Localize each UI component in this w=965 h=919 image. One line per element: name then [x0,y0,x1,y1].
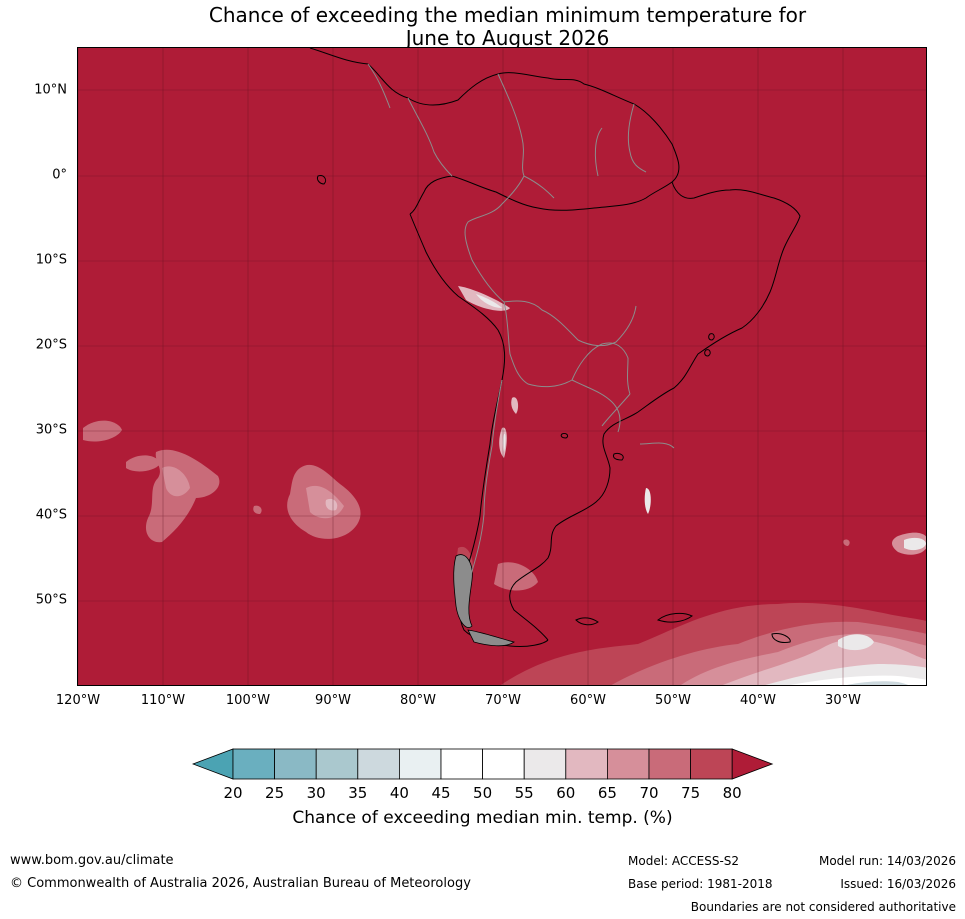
lon-label-90w: 90°W [315,693,351,708]
lon-label-30w: 30°W [825,693,861,708]
colorbar-tick: 75 [681,784,701,802]
colorbar-high-extension [731,748,774,780]
colorbar-tick: 20 [223,784,243,802]
colorbar-tick: 25 [265,784,285,802]
colorbar-label: Chance of exceeding median min. temp. (%… [292,808,673,828]
lat-label-10s: 10°S [35,252,67,268]
lat-label-40s: 40°S [35,507,67,523]
colorbar-tick: 70 [639,784,659,802]
model-text: Model: ACCESS-S2 [628,854,740,868]
colorbar-tick: 30 [306,784,326,802]
map-panel[interactable] [77,47,927,686]
base-period-text: Base period: 1981-2018 [628,877,773,891]
colorbar-low-extension [192,748,234,780]
colorbar-tick: 55 [514,784,534,802]
colorbar-segment [357,748,400,780]
colorbar-segment [648,748,691,780]
colorbar-tick: 60 [556,784,576,802]
colorbar-segment [315,748,359,780]
title-line-1: Chance of exceeding the median minimum t… [208,3,807,27]
colorbar-tick: 50 [473,784,493,802]
colorbar-segment [523,748,567,780]
colorbar-segment [232,748,275,780]
lat-label-20s: 20°S [35,337,67,353]
issued-text: Issued: 16/03/2026 [840,877,956,891]
title-line-2: June to August 2026 [405,26,610,50]
colorbar-segment [482,748,525,780]
lon-label-120w: 120°W [55,693,101,708]
map-background [78,48,926,685]
country-borders [367,63,675,579]
colorbar-segment [606,748,650,780]
patagonia-islands [453,554,515,647]
colorbar-tick: 65 [597,784,617,802]
map-title: Chance of exceeding the median minimum t… [0,4,965,50]
colorbar-segment [440,748,483,780]
lat-label-30s: 30°S [35,422,67,438]
lon-label-70w: 70°W [485,693,521,708]
colorbar-tick: 40 [389,784,409,802]
colorbar-segment [398,748,442,780]
colorbar-tick: 35 [348,784,368,802]
lon-label-40w: 40°W [740,693,776,708]
disclaimer-text: Boundaries are not considered authoritat… [690,900,956,914]
lon-label-110w: 110°W [140,693,186,708]
colorbar-tick: 80 [722,784,742,802]
lat-label-50s: 50°S [35,592,67,608]
lon-label-100w: 100°W [225,693,271,708]
lon-label-60w: 60°W [570,693,606,708]
colorbar-segment [274,748,317,780]
colorbar-tick: 45 [431,784,451,802]
lon-label-50w: 50°W [655,693,691,708]
model-run-text: Model run: 14/03/2026 [818,854,956,868]
map-canvas [78,48,926,685]
colorbar-segment [565,748,608,780]
lon-label-80w: 80°W [400,693,436,708]
colorbar [192,748,774,780]
website-link[interactable]: www.bom.gov.au/climate [10,853,174,868]
lat-label-0: 0° [52,167,67,183]
copyright-text: © Commonwealth of Australia 2026, Austra… [10,876,471,891]
lat-label-10n: 10°N [34,82,67,98]
colorbar-segment [690,748,733,780]
